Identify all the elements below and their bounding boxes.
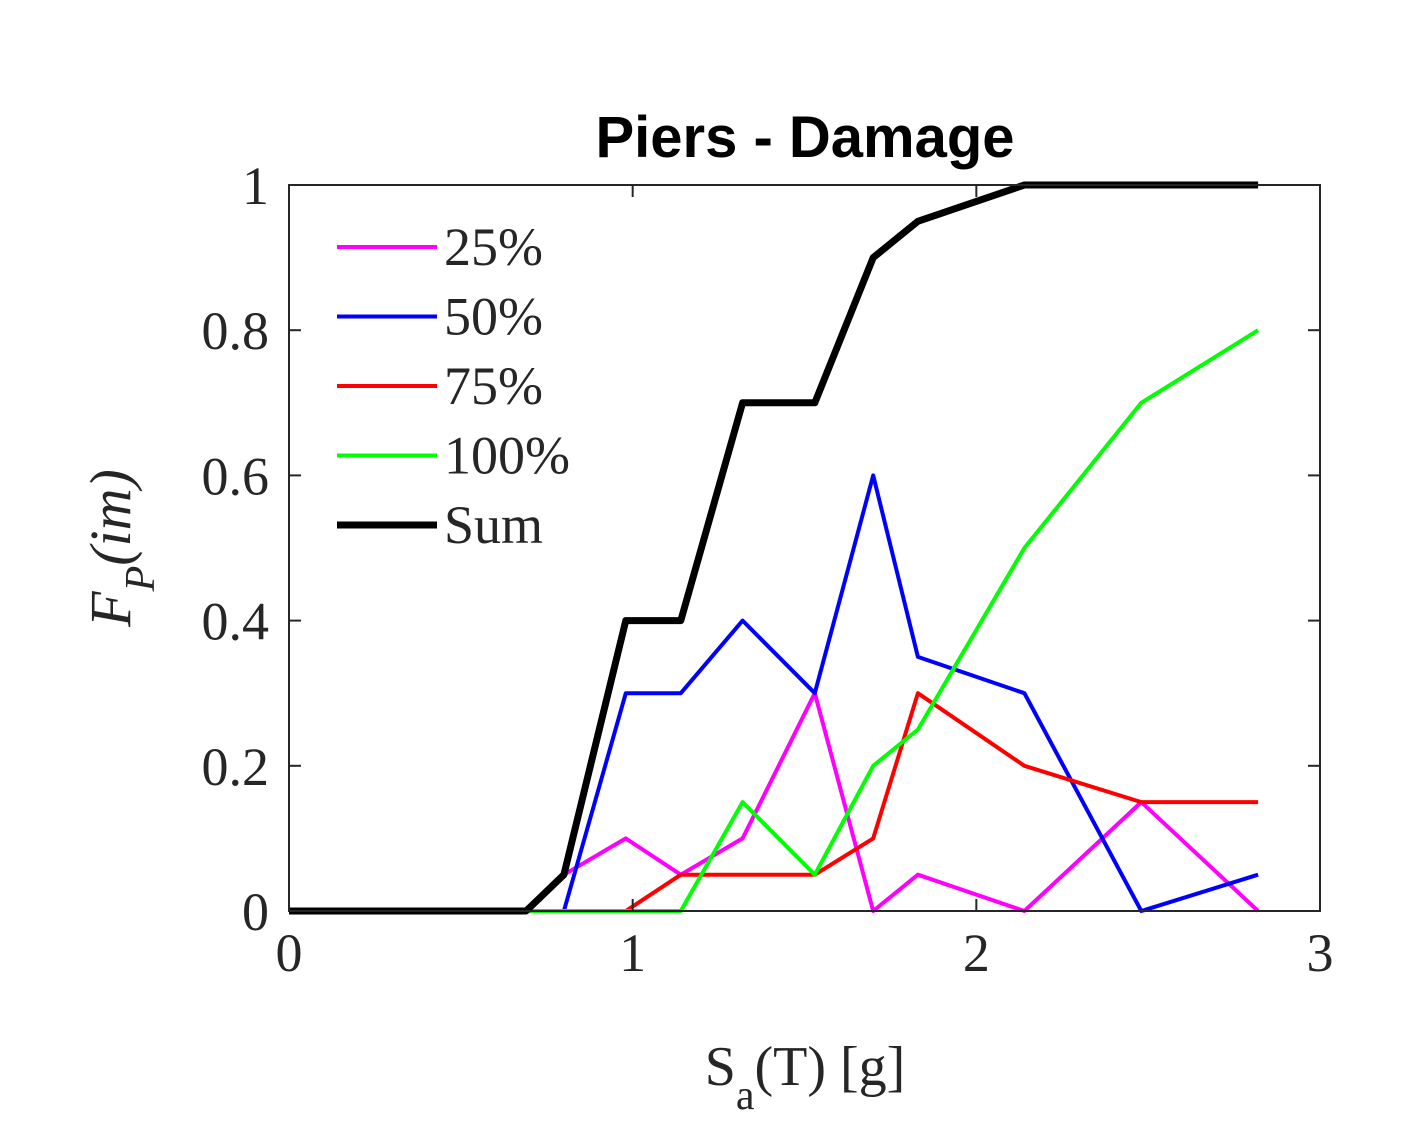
legend-label: 50%	[444, 287, 543, 347]
y-axis-label-main: F	[78, 591, 143, 628]
legend-item: 50%	[337, 287, 543, 347]
legend: 25% 50% 75% 100% Sum	[337, 217, 570, 555]
legend-item: 25%	[337, 217, 543, 277]
x-tick-label: 3	[1307, 923, 1334, 983]
plot-frame	[288, 184, 1321, 912]
x-tick-label: 0	[276, 923, 303, 983]
x-axis-label-sub: a	[736, 1073, 755, 1119]
y-tick-label: 0	[242, 882, 269, 942]
legend-item: 75%	[337, 356, 543, 416]
tick-layer: 0 1 2 3 0 0.2 0.4 0.6 0.8 1	[202, 156, 1334, 983]
y-axis-label-sub: P	[118, 566, 164, 593]
x-axis-label-rest: (T) [g]	[755, 1036, 906, 1098]
x-axis-label: Sa(T) [g]	[705, 1036, 906, 1119]
y-tick-label: 1	[242, 156, 269, 216]
legend-item: Sum	[337, 495, 543, 555]
chart-title: Piers - Damage	[595, 105, 1014, 170]
legend-label: Sum	[444, 495, 543, 555]
x-tick-label: 1	[619, 923, 646, 983]
y-tick-label: 0.8	[202, 301, 270, 361]
legend-label: 100%	[444, 426, 570, 486]
legend-item: 100%	[337, 426, 570, 486]
legend-label: 75%	[444, 356, 543, 416]
y-tick-label: 0.4	[202, 592, 270, 652]
series-line-pct-50	[561, 473, 1259, 913]
y-tick-label: 0.6	[202, 446, 270, 506]
x-tick-label: 2	[963, 923, 990, 983]
y-tick-label: 0.2	[202, 737, 270, 797]
series-line-pct-25	[562, 691, 1260, 913]
x-axis-label-main: S	[705, 1036, 736, 1098]
y-axis-label: FP(im)	[78, 469, 164, 628]
y-axis-label-rest: (im)	[78, 469, 143, 566]
legend-label: 25%	[444, 217, 543, 277]
